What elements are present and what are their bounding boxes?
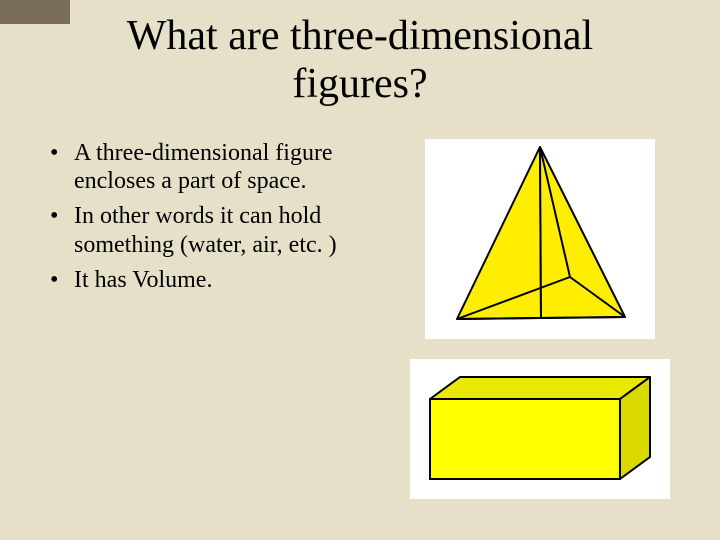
bullet-list: A three-dimensional figure encloses a pa… <box>50 139 390 295</box>
figures-column <box>390 139 690 499</box>
pyramid-figure <box>425 139 655 339</box>
rectangular-prism-figure <box>410 359 670 499</box>
bullet-item: A three-dimensional figure encloses a pa… <box>50 139 390 197</box>
corner-accent <box>0 0 70 24</box>
bullet-list-column: A three-dimensional figure encloses a pa… <box>50 139 390 499</box>
bullet-item: It has Volume. <box>50 266 390 295</box>
slide-title: What are three-dimensional figures? <box>0 0 720 119</box>
rectangular-prism-icon <box>410 359 670 499</box>
bullet-item: In other words it can hold something (wa… <box>50 202 390 260</box>
pyramid-icon <box>425 139 655 339</box>
content-area: A three-dimensional figure encloses a pa… <box>0 119 720 499</box>
